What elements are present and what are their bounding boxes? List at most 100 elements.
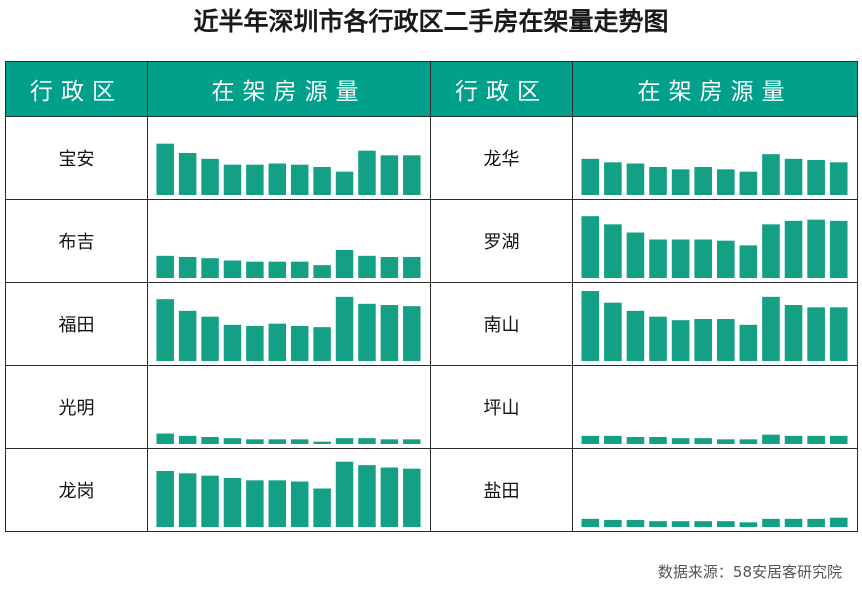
bar <box>201 475 219 527</box>
bar <box>358 303 376 361</box>
bar <box>739 171 758 195</box>
header-listings-right: 在架房源量 <box>572 61 858 117</box>
bar <box>739 324 758 361</box>
bar <box>156 299 174 361</box>
bar <box>156 255 174 278</box>
sparkline-chart <box>156 433 421 444</box>
sparkline-cell <box>572 116 858 200</box>
bar <box>694 438 713 444</box>
bar <box>807 518 825 527</box>
sparkline-cell <box>572 282 858 366</box>
table-row: 布吉 罗湖 <box>5 199 858 283</box>
bar <box>358 438 376 444</box>
bar <box>380 305 399 361</box>
bar <box>178 435 197 444</box>
bar <box>716 169 735 195</box>
bar <box>403 306 421 361</box>
district-name: 布吉 <box>5 199 148 283</box>
bar <box>223 438 242 444</box>
bar <box>268 480 287 527</box>
data-source-note: 数据来源：58安居客研究院 <box>657 563 842 581</box>
bar <box>156 471 174 527</box>
bar <box>290 481 309 527</box>
bar <box>581 518 600 527</box>
bar <box>403 468 421 527</box>
bar <box>268 261 287 278</box>
sparkline-cell <box>147 199 431 283</box>
district-name: 宝安 <box>5 116 148 200</box>
bar <box>716 521 735 527</box>
bar <box>762 154 780 195</box>
district-name: 光明 <box>5 365 148 449</box>
header-listings-left: 在架房源量 <box>147 61 431 117</box>
bar <box>178 153 197 195</box>
bar <box>829 162 848 195</box>
bar <box>626 437 645 444</box>
bar <box>649 167 667 195</box>
bar <box>807 435 825 444</box>
bar <box>762 434 780 444</box>
sparkline-cell <box>572 448 858 532</box>
bar <box>380 257 399 278</box>
bar <box>829 435 848 444</box>
bar <box>694 239 713 278</box>
bar <box>246 326 264 361</box>
bar <box>762 518 780 527</box>
sparkline-chart <box>156 461 421 527</box>
table-row: 宝安 龙华 <box>5 116 858 200</box>
bar <box>268 163 287 195</box>
sparkline-cell <box>147 282 431 366</box>
bar <box>246 480 264 527</box>
district-name: 坪山 <box>430 365 573 449</box>
bar <box>829 220 848 278</box>
sparkline-cell <box>147 365 431 449</box>
bar <box>784 518 803 527</box>
bar <box>716 240 735 278</box>
district-name: 龙华 <box>430 116 573 200</box>
sparkline-chart <box>581 216 848 278</box>
sparkline-chart <box>581 154 848 195</box>
bar <box>581 158 600 195</box>
header-district-left: 行政区 <box>5 61 148 117</box>
sparkline-cell <box>572 365 858 449</box>
bar <box>268 439 287 444</box>
bar <box>784 305 803 361</box>
bar <box>671 320 690 361</box>
bar <box>290 326 309 361</box>
bar <box>739 439 758 444</box>
table-row: 福田 南山 <box>5 282 858 366</box>
bar <box>335 438 354 444</box>
bar <box>671 521 690 527</box>
bar <box>201 437 219 444</box>
bar <box>581 291 600 361</box>
bar <box>403 257 421 278</box>
bar <box>784 158 803 195</box>
bar <box>178 310 197 361</box>
header-district-right: 行政区 <box>430 61 573 117</box>
bar <box>313 441 331 444</box>
bar <box>649 316 667 361</box>
bar <box>246 439 264 444</box>
bar <box>829 307 848 361</box>
sparkline-chart <box>581 517 848 527</box>
bar <box>201 316 219 361</box>
bar <box>313 167 331 195</box>
bar <box>380 439 399 444</box>
bar <box>290 164 309 195</box>
bar <box>358 465 376 527</box>
header-row: 行政区 在架房源量 行政区 在架房源量 <box>5 61 858 117</box>
bar <box>581 435 600 444</box>
bar <box>201 258 219 278</box>
bar <box>739 245 758 278</box>
bar <box>156 143 174 195</box>
district-name: 盐田 <box>430 448 573 532</box>
bar <box>201 158 219 195</box>
bar <box>358 255 376 278</box>
bar <box>604 435 622 444</box>
bar <box>716 319 735 361</box>
bar <box>380 467 399 527</box>
bar <box>178 473 197 527</box>
bar <box>739 522 758 527</box>
sparkline-cell <box>147 448 431 532</box>
bar <box>581 216 600 278</box>
